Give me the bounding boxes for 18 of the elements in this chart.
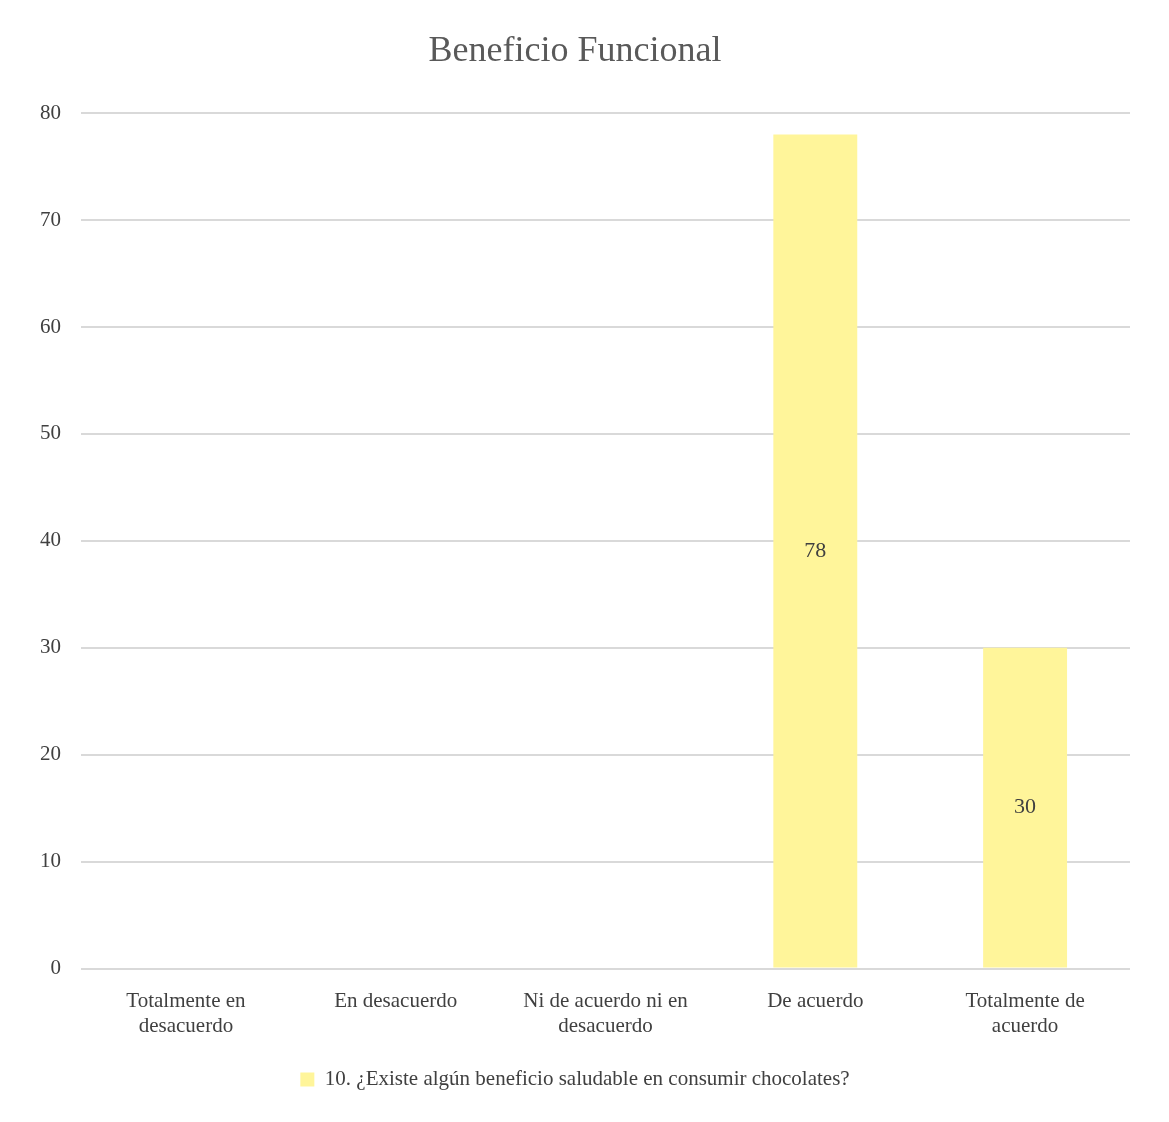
x-tick-label: Totalmente de acuerdo [965,987,1085,1037]
y-tick-label: 60 [40,313,61,338]
data-label: 30 [1014,793,1037,819]
y-tick-label: 70 [40,206,61,231]
y-tick-label: 50 [40,420,61,445]
x-tick-label: Totalmente en desacuerdo [126,987,247,1037]
legend-label: 10. ¿Existe algún beneficio saludable en consumir chocolates? [324,1066,850,1091]
x-tick-label: En desacuerdo [334,987,458,1012]
x-tick-label: De acuerdo [767,987,864,1012]
chart-title: Beneficio Funcional [428,29,722,70]
y-tick-label: 0 [50,955,61,980]
y-tick-label: 10 [40,848,61,873]
y-tick-label: 30 [40,634,61,659]
y-tick-label: 40 [40,527,61,552]
data-label: 78 [804,536,827,562]
x-tick-label: Ni de acuerdo ni en desacuerdo [523,987,689,1037]
y-tick-label: 80 [40,99,61,124]
y-tick-label: 20 [40,741,61,766]
